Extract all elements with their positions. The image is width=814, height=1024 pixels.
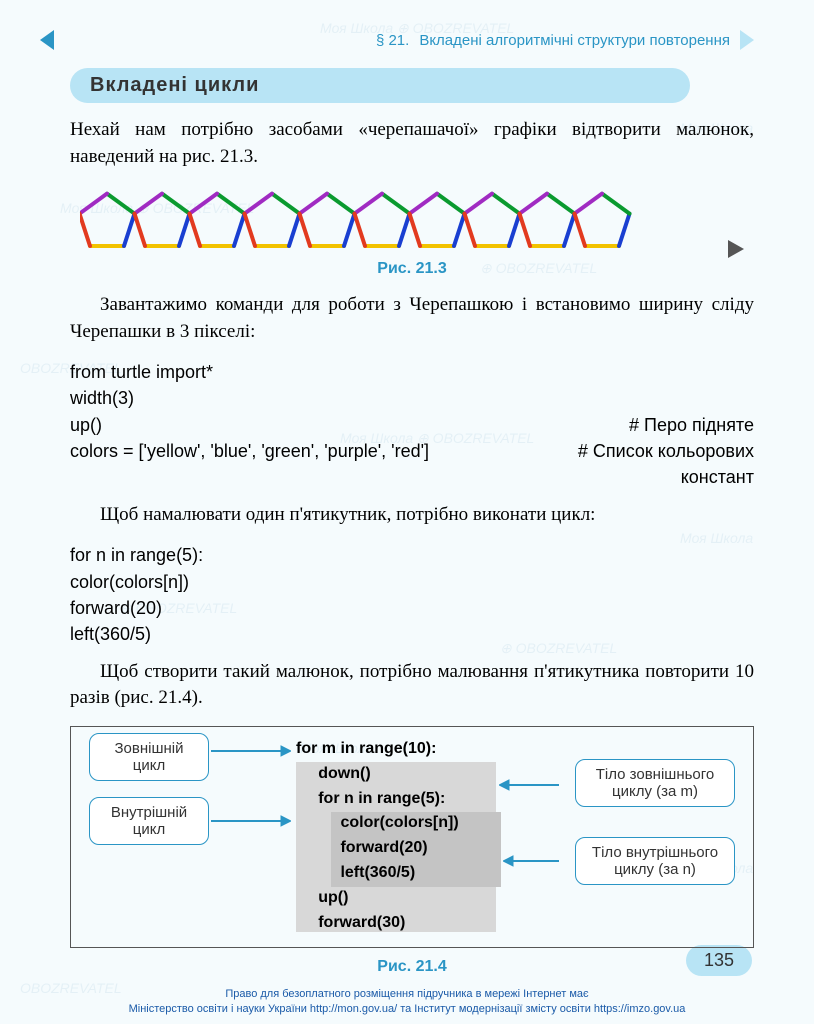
code-line: down() (296, 762, 459, 787)
figure-21-3 (80, 184, 754, 254)
nav-next-icon (740, 30, 754, 50)
code-line: for n in range(5): (70, 542, 754, 568)
paragraph-3: Щоб намалювати один п'ятикутник, потрібн… (70, 502, 754, 529)
section-heading-container: Вкладені цикли (70, 68, 690, 103)
code-line: for m in range(10): (296, 737, 459, 762)
code-line: color(colors[n]) (70, 569, 754, 595)
code-comment: констант (666, 464, 754, 490)
code-line: up() (296, 886, 459, 911)
arrow-icon (503, 855, 559, 867)
pentagons-svg (80, 184, 720, 254)
chapter-header: § 21. Вкладені алгоритмічні структури по… (70, 30, 754, 50)
code-line: forward(20) (296, 836, 459, 861)
paragraph-2: Завантажимо команди для роботи з Черепаш… (70, 292, 754, 345)
code-comment: # Список кольорових (578, 438, 754, 464)
code-line: left(360/5) (296, 861, 459, 886)
section-heading: Вкладені цикли (90, 74, 670, 97)
figure-1-caption: Рис. 21.3 (70, 260, 754, 278)
figure-21-4: for m in range(10): down() for n in rang… (70, 726, 754, 948)
code-line: for n in range(5): (296, 787, 459, 812)
section-number: § 21. (376, 32, 409, 49)
inner-body-label: Тіло внутрішнього циклу (за n) (575, 837, 735, 885)
code-line: forward(20) (70, 595, 754, 621)
code-block-2: for n in range(5): color(colors[n]) forw… (70, 542, 754, 646)
turtle-cursor-icon (728, 240, 744, 258)
code-line: color(colors[n]) (296, 811, 459, 836)
outer-loop-label: Зовнішній цикл (89, 733, 209, 781)
arrow-icon (211, 745, 291, 757)
arrow-icon (499, 779, 559, 791)
chapter-title: Вкладені алгоритмічні структури повторен… (419, 32, 730, 49)
outer-body-label: Тіло зовнішнього циклу (за m) (575, 759, 735, 807)
paragraph-1: Нехай нам потрібно засобами «черепашачої… (70, 117, 754, 170)
paragraph-4: Щоб створити такий малюнок, потрібно мал… (70, 659, 754, 712)
inner-loop-label: Внутрішній цикл (89, 797, 209, 845)
code-line: forward(30) (296, 911, 459, 936)
diagram-code: for m in range(10): down() for n in rang… (296, 737, 459, 935)
code-block-1: from turtle import* width(3) up() # Перо … (70, 359, 754, 489)
code-line: colors = ['yellow', 'blue', 'green', 'pu… (70, 438, 429, 464)
code-line: from turtle import* (70, 359, 213, 385)
figure-2-caption: Рис. 21.4 (70, 958, 754, 976)
code-line: up() (70, 412, 102, 438)
nav-prev-icon (40, 30, 54, 50)
arrow-icon (211, 815, 291, 827)
page-content: § 21. Вкладені алгоритмічні структури по… (0, 0, 814, 1010)
code-line: left(360/5) (70, 621, 754, 647)
code-line: width(3) (70, 385, 134, 411)
code-comment: # Перо підняте (629, 412, 754, 438)
